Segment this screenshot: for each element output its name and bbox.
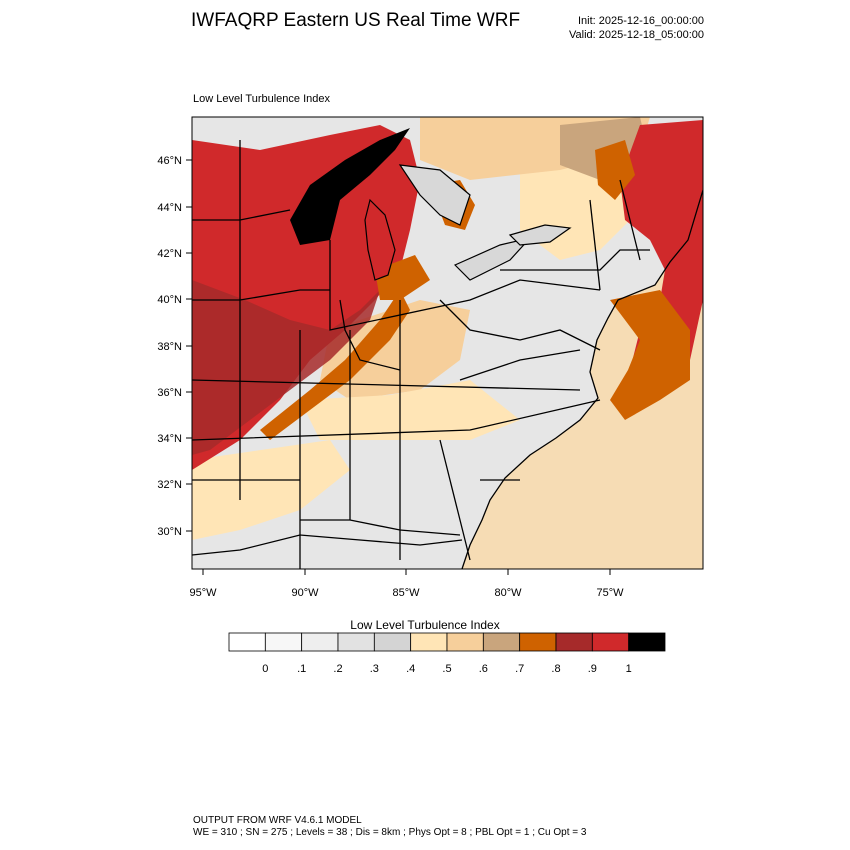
lat-label: 32°N <box>157 479 182 491</box>
footer-config: WE = 310 ; SN = 275 ; Levels = 38 ; Dis … <box>193 827 587 838</box>
lat-label: 42°N <box>157 248 182 260</box>
colorbar-swatch <box>446 632 484 652</box>
colorbar-label: 0 <box>262 663 269 675</box>
colorbar-label: .1 <box>297 663 307 675</box>
lat-label: 38°N <box>157 341 182 353</box>
lake-huron <box>398 164 471 226</box>
lon-label: 75°W <box>596 587 624 599</box>
colorbar-label: .6 <box>478 663 488 675</box>
colorbar-label: .5 <box>442 663 452 675</box>
init-time: Init: 2025-12-16_00:00:00 <box>578 15 704 27</box>
gulf-coast <box>192 534 463 556</box>
colorbar <box>228 632 666 652</box>
state-borders <box>192 140 650 569</box>
lon-label: 85°W <box>392 587 420 599</box>
colorbar-swatch <box>337 632 375 652</box>
lake-superior <box>290 128 410 245</box>
colorbar-swatch <box>373 632 412 652</box>
footer: OUTPUT FROM WRF V4.6.1 MODEL WE = 310 ; … <box>193 815 586 839</box>
land-tan-south <box>192 440 350 540</box>
colorbar-label: .7 <box>515 663 525 675</box>
lat-label: 44°N <box>157 202 182 214</box>
lon-label: 80°W <box>494 587 522 599</box>
map-frame <box>191 116 704 570</box>
lat-label: 36°N <box>157 387 182 399</box>
footer-model: OUTPUT FROM WRF V4.6.1 MODEL <box>193 815 362 826</box>
lat-label: 30°N <box>157 526 182 538</box>
colorbar-swatch <box>628 632 666 652</box>
run-times: Init: 2025-12-16_00:00:00 Valid: 2025-12… <box>569 14 704 42</box>
colorbar-swatch <box>228 632 266 652</box>
lake-michigan <box>364 198 396 281</box>
colorbar-label: 1 <box>625 663 632 675</box>
lake-ontario <box>508 224 572 246</box>
main-title: IWFAQRP Eastern US Real Time WRF <box>191 10 521 31</box>
dark-red-band <box>192 280 380 455</box>
colorbar-swatch <box>519 632 557 652</box>
colorbar-label: .9 <box>587 663 597 675</box>
colorbar-label: .4 <box>406 663 416 675</box>
lake-erie <box>453 236 532 281</box>
colorbar-label: .2 <box>333 663 343 675</box>
map-subtitle: Low Level Turbulence Index <box>193 93 330 105</box>
coastline <box>461 189 703 569</box>
colorbar-swatch <box>264 632 303 652</box>
colorbar-label: .3 <box>369 663 379 675</box>
orange-atlantic <box>610 290 690 420</box>
lat-label: 34°N <box>157 433 182 445</box>
orange-edge-west <box>260 290 410 440</box>
colorbar-swatch <box>301 632 339 652</box>
orange-ne-upper <box>595 140 635 200</box>
lat-ticks <box>186 159 192 532</box>
land-tan-ga <box>300 380 520 440</box>
lon-label: 95°W <box>189 587 217 599</box>
lat-label: 46°N <box>157 155 182 167</box>
colorbar-title: Low Level Turbulence Index <box>350 618 500 632</box>
lon-ticks <box>202 569 611 575</box>
colorbar-label: .8 <box>551 663 561 675</box>
colorbar-swatch <box>410 632 448 652</box>
colorbar-swatch <box>591 632 630 652</box>
valid-time: Valid: 2025-12-18_05:00:00 <box>569 29 704 41</box>
colorbar-swatch <box>555 632 593 652</box>
lon-label: 90°W <box>291 587 319 599</box>
colorbar-swatch <box>482 632 521 652</box>
lat-label: 40°N <box>157 294 182 306</box>
